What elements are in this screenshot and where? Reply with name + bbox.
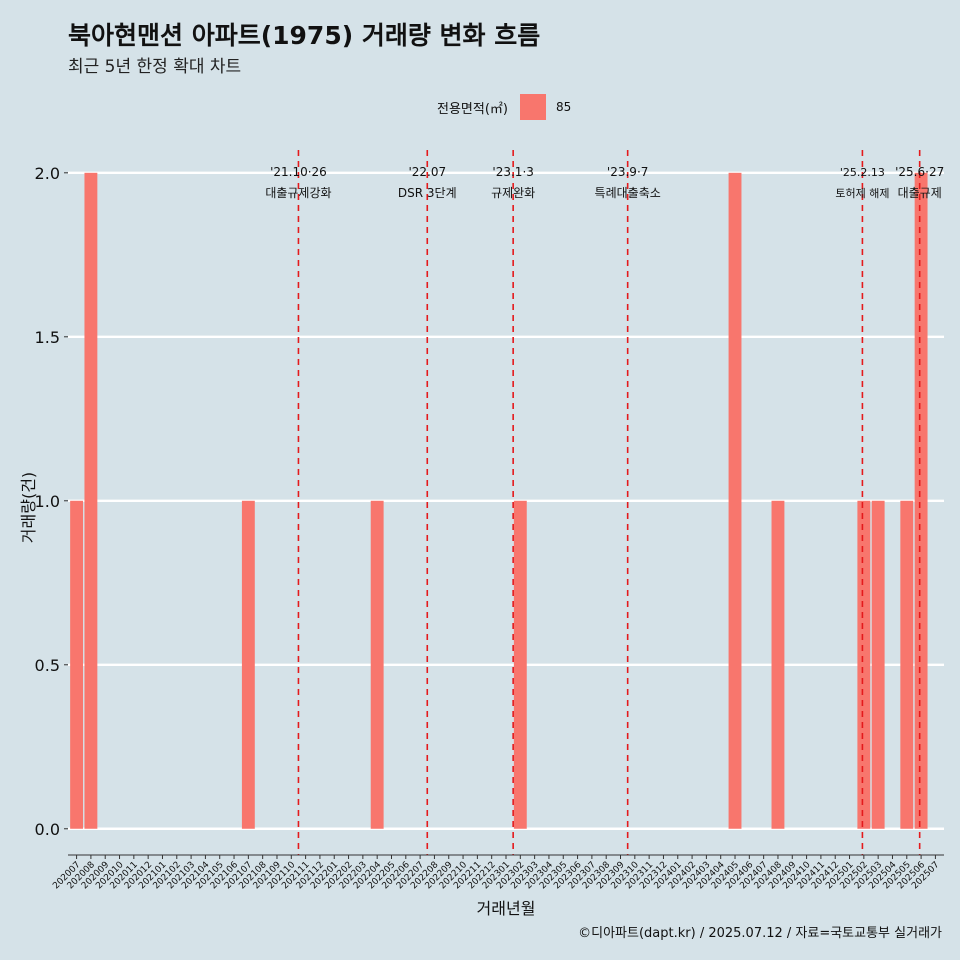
y-tick-label: 0.0 <box>35 820 60 839</box>
event-text-label: 대출규제강화 <box>265 186 331 200</box>
event-text-label: 규제완화 <box>491 186 535 200</box>
y-tick-label: 2.0 <box>35 164 60 183</box>
y-tick-label: 0.5 <box>35 656 60 675</box>
event-text-label: 대출규제 <box>898 186 942 200</box>
event-date-label: '25.6·27 <box>895 165 944 179</box>
y-tick-label: 1.0 <box>35 492 60 511</box>
source-caption: ©디아파트(dapt.kr) / 2025.07.12 / 자료=국토교통부 실… <box>578 926 942 941</box>
bar <box>857 500 871 829</box>
event-date-label: '23.1·3 <box>492 165 533 179</box>
event-date-label: '25.2.13 <box>840 166 885 179</box>
y-tick-label: 1.5 <box>35 328 60 347</box>
bar <box>900 500 914 829</box>
event-date-label: '22.07 <box>408 165 446 179</box>
event-date-label: '23.9·7 <box>607 165 648 179</box>
bar <box>513 500 527 829</box>
legend: 전용면적(㎡) 85 <box>437 93 571 121</box>
bar <box>728 172 742 829</box>
bar <box>84 172 98 829</box>
event-text-label: 특례대출축소 <box>595 186 661 200</box>
bar <box>370 500 384 829</box>
bar <box>914 172 928 829</box>
y-axis-title: 거래량(건) <box>19 472 38 543</box>
event-text-label: DSR 3단계 <box>398 186 457 200</box>
event-date-label: '21.10·26 <box>270 165 327 179</box>
bar <box>241 500 255 829</box>
bar <box>871 500 885 829</box>
bar <box>70 500 84 829</box>
legend-color-key <box>519 94 546 120</box>
bar <box>771 500 785 829</box>
chart-subtitle: 최근 5년 한정 확대 차트 <box>68 57 242 77</box>
x-axis-title: 거래년월 <box>477 899 536 918</box>
legend-label: 85 <box>555 100 572 114</box>
legend-title: 전용면적(㎡) <box>437 101 508 117</box>
event-text-label: 토허제 해제 <box>835 186 889 200</box>
chart-title: 북아현맨션 아파트(1975) 거래량 변화 흐름 <box>68 21 541 50</box>
